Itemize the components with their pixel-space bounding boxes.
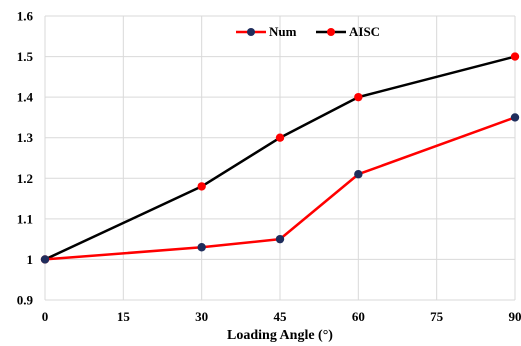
vertical-gridlines [44, 16, 516, 300]
x-tick-label: 60 [352, 309, 365, 324]
y-tick-label: 1.6 [17, 9, 34, 24]
y-tick-label: 1.2 [17, 171, 33, 186]
data-point-num [510, 113, 520, 122]
x-tick-label: 90 [509, 309, 521, 324]
horizontal-gridlines [45, 15, 515, 301]
data-point-num [275, 234, 285, 244]
legend-item-aisc: AISC [316, 24, 380, 39]
data-point-aisc [197, 182, 206, 191]
x-tick-labels: 0 15 30 45 60 75 90 [42, 309, 521, 324]
series-markers [40, 52, 520, 264]
data-point-aisc [510, 52, 520, 61]
legend-label-num: Num [269, 24, 297, 39]
legend-marker-num [247, 28, 255, 36]
legend-label-aisc: AISC [349, 24, 380, 39]
y-tick-label: 1 [27, 252, 34, 267]
x-axis-title: Loading Angle (°) [227, 328, 333, 343]
legend-item-num: Num [236, 24, 297, 39]
data-point-num [354, 170, 363, 179]
data-point-num [40, 255, 50, 264]
y-tick-labels: 0.9 1 1.1 1.2 1.3 1.4 1.5 1.6 [17, 9, 34, 308]
y-tick-label: 0.9 [17, 293, 34, 308]
y-tick-label: 1.1 [17, 211, 33, 226]
data-point-aisc [275, 133, 285, 142]
x-tick-label: 0 [42, 309, 49, 324]
x-tick-label: 45 [274, 309, 288, 324]
legend: Num AISC [236, 24, 380, 39]
x-tick-label: 30 [195, 309, 208, 324]
y-tick-label: 1.5 [17, 49, 34, 64]
data-point-aisc [354, 92, 363, 102]
legend-marker-aisc [327, 28, 335, 36]
x-tick-label: 15 [117, 309, 131, 324]
y-tick-label: 1.3 [17, 130, 34, 145]
data-point-num [197, 243, 206, 252]
y-tick-label: 1.4 [17, 90, 34, 105]
x-tick-label: 75 [430, 309, 444, 324]
